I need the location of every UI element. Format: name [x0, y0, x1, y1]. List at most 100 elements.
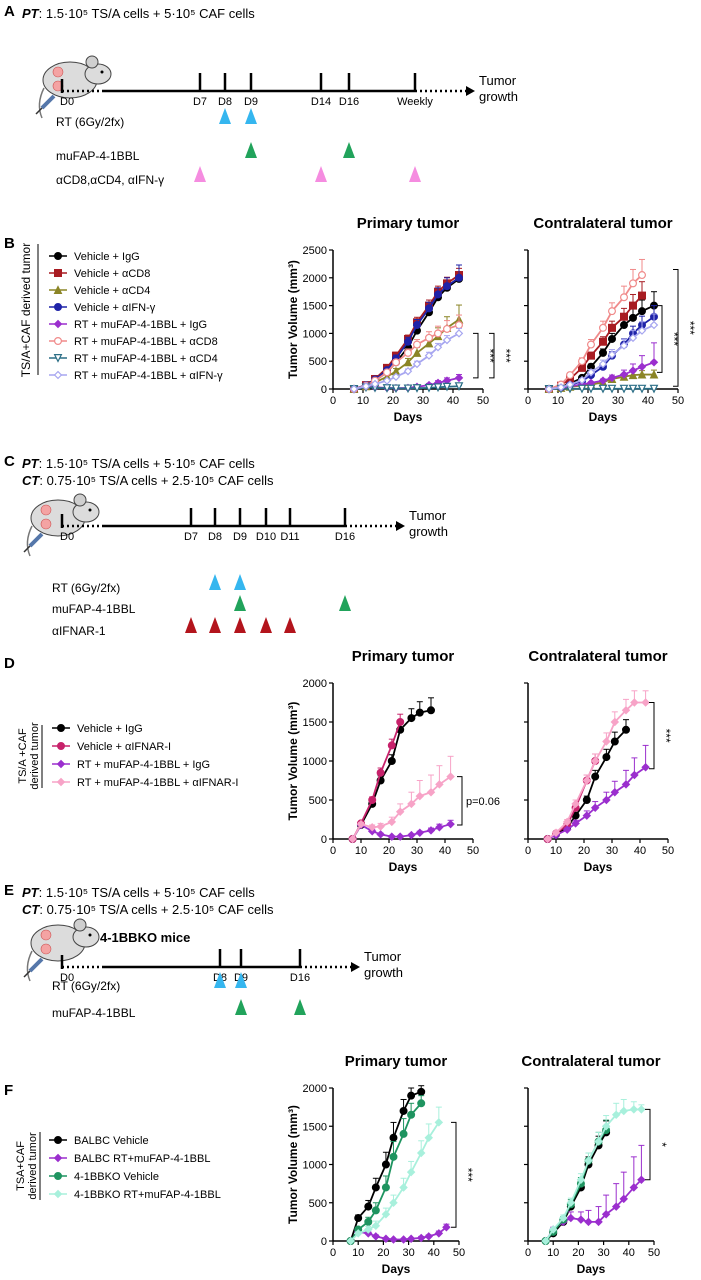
data-point — [387, 756, 396, 765]
protocol-ct: CT: 0.75·10⁵ TS/A cells + 2.5·10⁵ CAF ce… — [22, 902, 274, 917]
treatment-marker — [294, 999, 306, 1015]
data-point — [416, 1148, 426, 1158]
end-label: growth — [364, 965, 403, 980]
treatment-marker — [185, 617, 197, 633]
tick-label: D9 — [233, 531, 247, 543]
data-point — [454, 373, 464, 383]
series — [543, 690, 650, 844]
legend-label: 4-1BBKO RT+muFAP-4-1BBL — [74, 1189, 221, 1201]
x-tick-label: 40 — [428, 1247, 440, 1259]
x-tick-label: 10 — [357, 395, 369, 407]
mouse-label: 4-1BBKO mice — [100, 930, 190, 945]
data-point — [455, 321, 464, 330]
legend-label: Vehicle + αCD4 — [74, 285, 150, 297]
data-point — [56, 759, 66, 769]
mouse-icon — [23, 918, 100, 982]
data-point — [56, 777, 66, 787]
x-axis-title: Days — [577, 1262, 606, 1276]
data-point — [590, 803, 600, 813]
data-point — [356, 819, 366, 829]
arrow-icon — [351, 962, 360, 972]
data-point — [607, 373, 617, 383]
data-point — [370, 379, 380, 389]
data-point — [403, 366, 413, 376]
data-point — [424, 383, 434, 393]
data-point — [395, 832, 405, 841]
data-point — [637, 1175, 646, 1185]
data-point — [446, 772, 455, 781]
data-point — [594, 1137, 603, 1146]
data-point — [637, 362, 647, 372]
legend-label: Vehicle + αIFNAR-I — [77, 741, 171, 753]
data-point — [584, 1156, 593, 1165]
data-point — [364, 1217, 373, 1226]
data-point — [576, 1175, 586, 1185]
data-point — [586, 351, 595, 360]
data-point — [403, 357, 413, 367]
data-point — [412, 384, 422, 393]
treatment-marker — [339, 595, 351, 611]
data-point — [399, 1183, 408, 1192]
data-point — [619, 1106, 629, 1116]
data-point — [630, 770, 639, 780]
significance-label: * — [655, 1142, 669, 1147]
x-tick-label: 10 — [552, 395, 564, 407]
legend-label: Vehicle + αIFN-γ — [74, 302, 156, 314]
y-tick-label: 1500 — [303, 717, 327, 729]
data-point — [582, 811, 592, 820]
data-point — [601, 1209, 611, 1219]
data-point — [641, 762, 650, 772]
series — [541, 1098, 646, 1246]
data-point — [556, 383, 566, 392]
significance-bracket — [489, 332, 495, 379]
data-point — [619, 370, 629, 379]
y-axis-title: Tumor Volume (mm³) — [286, 1105, 300, 1224]
data-point — [376, 830, 385, 839]
data-point — [442, 382, 452, 392]
data-point — [371, 1232, 381, 1241]
data-point — [598, 359, 608, 369]
syringe-plunger — [23, 545, 31, 553]
data-point — [387, 817, 397, 827]
tumor-dot — [40, 518, 52, 530]
x-tick-label: 0 — [525, 1247, 531, 1259]
data-point — [387, 832, 397, 841]
timeline-E: D0D8D9D16TumorgrowthRT (6Gy/2fx)muFAP-4-… — [52, 949, 403, 1020]
data-point — [56, 723, 65, 732]
y-tick-label: 1500 — [303, 301, 327, 313]
series-line — [351, 775, 452, 840]
data-point — [53, 1135, 62, 1144]
legend-B: TS/A+CAF derived tumor Vehicle + IgG Vehic… — [19, 243, 223, 382]
panel-letter: A — [4, 3, 15, 20]
data-point — [415, 791, 425, 801]
y-tick-label: 1000 — [303, 1160, 327, 1172]
y-tick-label: 500 — [309, 1198, 327, 1210]
data-point — [433, 343, 443, 352]
y-tick-label: 0 — [321, 384, 327, 396]
data-point — [434, 290, 443, 299]
mouse-ear — [73, 493, 87, 507]
legend-label: BALBC Vehicle — [74, 1135, 149, 1147]
treatment-marker — [234, 595, 246, 611]
data-point — [53, 354, 63, 363]
x-axis-title: Days — [584, 860, 613, 874]
data-point — [407, 830, 416, 840]
data-point — [607, 384, 617, 394]
treatment-marker — [245, 142, 257, 158]
data-point — [53, 1171, 62, 1180]
tick-label: D16 — [290, 972, 310, 984]
data-point — [628, 279, 637, 288]
data-point — [641, 698, 650, 707]
data-point — [367, 823, 377, 832]
treatment-marker — [214, 972, 226, 988]
treatment-marker — [234, 574, 246, 590]
treatment-marker — [245, 108, 257, 124]
significance-bracket — [673, 268, 679, 387]
chart-title: Contralateral tumor — [533, 215, 672, 232]
data-point — [413, 321, 422, 330]
significance-label: p=0.06 — [466, 796, 500, 808]
chart-title: Contralateral tumor — [521, 1053, 660, 1070]
chart-title: Primary tumor — [357, 215, 460, 232]
y-axis-title: Tumor Volume (mm³) — [286, 702, 300, 821]
